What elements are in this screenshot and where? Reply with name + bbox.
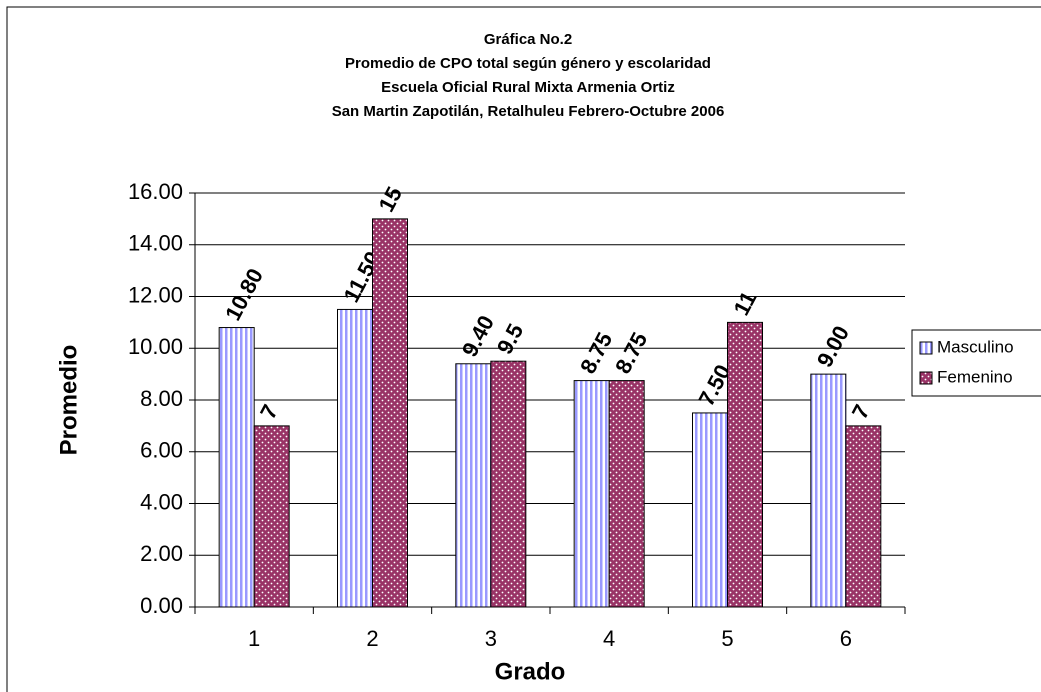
legend-label: Femenino (937, 367, 1013, 386)
y-axis-label: Promedio (55, 345, 82, 456)
y-tick-label: 4.00 (140, 489, 183, 514)
bar (845, 425, 882, 608)
y-tick-label: 14.00 (128, 231, 183, 256)
legend-box (911, 329, 1041, 397)
bar (253, 425, 290, 608)
y-tick-label: 10.00 (128, 334, 183, 359)
x-axis-label: Grado (495, 658, 566, 685)
x-tick-label: 4 (603, 626, 615, 651)
bar (810, 373, 847, 608)
chart-title: Promedio de CPO total según género y esc… (345, 55, 711, 72)
y-tick-label: 6.00 (140, 438, 183, 463)
legend-swatch (919, 341, 933, 355)
bar (490, 360, 527, 608)
x-tick-label: 5 (721, 626, 733, 651)
bar (727, 321, 763, 608)
bar (337, 308, 373, 608)
bar (372, 218, 408, 608)
bar (573, 380, 610, 608)
legend-swatch (919, 371, 933, 385)
y-tick-label: 12.00 (128, 282, 183, 307)
x-tick-label: 1 (248, 626, 260, 651)
y-tick-label: 2.00 (140, 541, 183, 566)
y-tick-label: 8.00 (140, 386, 183, 411)
bar (692, 412, 728, 608)
legend: Masculino Femenino (911, 329, 1041, 397)
chart-title: Escuela Oficial Rural Mixta Armenia Orti… (381, 79, 675, 96)
y-tick-label: 0.00 (140, 593, 183, 618)
chart-title: Gráfica No.2 (484, 31, 572, 48)
bar (608, 380, 645, 608)
x-tick-label: 6 (840, 626, 852, 651)
legend-label: Masculino (937, 337, 1014, 356)
x-tick-label: 2 (366, 626, 378, 651)
chart-title: San Martin Zapotilán, Retalhuleu Febrero… (332, 103, 725, 120)
bar (455, 363, 492, 608)
y-tick-label: 16.00 (128, 179, 183, 204)
x-tick-label: 3 (485, 626, 497, 651)
bar (218, 327, 255, 608)
